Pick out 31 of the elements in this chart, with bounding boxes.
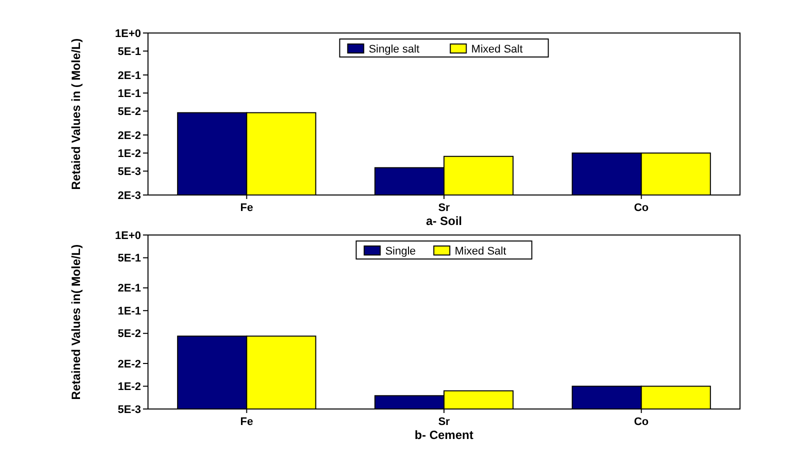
y-tick-label: 1E-2 (118, 148, 141, 160)
x-tick-label: Co (634, 202, 649, 214)
y-tick-label: 2E-3 (118, 190, 141, 202)
x-tick-label: Fe (240, 416, 254, 428)
y-tick-label: 5E-2 (118, 106, 141, 118)
x-tick-label: Co (634, 416, 649, 428)
y-tick-label: 2E-1 (118, 282, 141, 295)
legend-label: Single salt (368, 43, 420, 56)
y-tick-label: 1E-1 (118, 88, 141, 100)
y-tick-label: 2E-2 (118, 130, 141, 142)
x-tick-label: Sr (438, 202, 451, 214)
y-tick-label: 5E-1 (118, 252, 141, 265)
legend-label: Mixed Salt (471, 43, 523, 56)
x-axis-title: a- Soil (426, 214, 462, 228)
y-tick-label: 2E-2 (118, 358, 141, 370)
y-tick-label: 2E-1 (118, 70, 141, 82)
x-tick-label: Sr (438, 416, 451, 428)
x-axis-title: b- Cement (414, 428, 474, 442)
y-tick-label: 1E-2 (118, 381, 141, 394)
y-axis-title: Retaied Values in ( Mole/L) (69, 38, 83, 190)
legend-label: Mixed Salt (454, 245, 506, 258)
y-tick-label: 5E-3 (118, 404, 141, 416)
y-tick-label: 1E+0 (115, 230, 141, 242)
x-tick-label: Fe (240, 202, 254, 214)
y-tick-label: 1E+0 (115, 28, 141, 40)
legend-label: Single (385, 245, 416, 258)
y-axis-title: Retained Values in( Mole/L) (69, 244, 83, 400)
y-tick-label: 5E-2 (118, 328, 141, 340)
y-tick-label: 5E-1 (118, 46, 141, 58)
y-tick-label: 5E-3 (118, 166, 141, 178)
y-tick-label: 1E-1 (118, 305, 141, 318)
